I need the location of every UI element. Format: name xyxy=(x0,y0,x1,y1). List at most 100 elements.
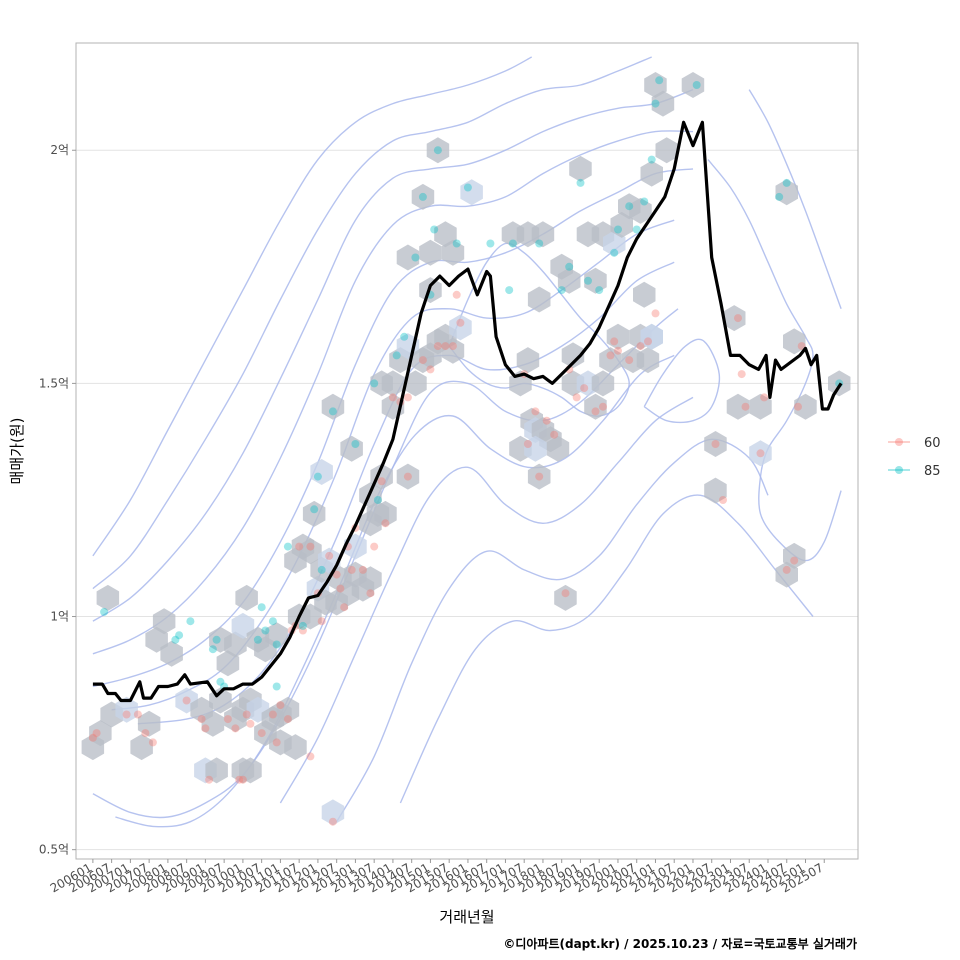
point-85-9 xyxy=(257,603,266,612)
point-85-8 xyxy=(253,635,262,644)
point-85-49 xyxy=(692,81,701,89)
point-85-2 xyxy=(175,631,184,640)
point-85-21 xyxy=(370,379,379,388)
point-60-75 xyxy=(737,370,746,379)
point-60-38 xyxy=(366,589,375,598)
hexbin-109 xyxy=(606,323,630,350)
hexbin-103 xyxy=(591,370,615,397)
hexbin-78 xyxy=(434,221,457,248)
hexbin-1 xyxy=(89,720,112,747)
point-85-38 xyxy=(576,178,585,187)
hexbin-118 xyxy=(644,72,667,98)
point-60-29 xyxy=(325,551,334,560)
hexbin-114 xyxy=(636,347,660,374)
point-85-34 xyxy=(508,239,517,248)
hexbin-119 xyxy=(651,90,675,117)
hexbin-91 xyxy=(554,584,577,611)
point-60-13 xyxy=(238,775,247,784)
hexbin-127 xyxy=(726,393,750,420)
point-60-1 xyxy=(92,729,101,738)
hexbin-130 xyxy=(775,561,798,588)
point-85-13 xyxy=(272,682,281,691)
point-60-33 xyxy=(340,603,349,612)
hexbin-117 xyxy=(640,160,663,187)
hexbin-132 xyxy=(783,328,806,355)
point-85-25 xyxy=(411,253,420,262)
point-85-17 xyxy=(313,472,322,481)
point-85-36 xyxy=(557,286,566,295)
plot-panel-border xyxy=(75,42,859,860)
hexbin-35 xyxy=(235,584,258,611)
point-85-19 xyxy=(328,407,337,416)
y-tick-label-0: 0.5억 xyxy=(39,843,69,857)
hexbin-110 xyxy=(610,211,633,238)
density-contour-1 xyxy=(92,56,652,590)
point-85-29 xyxy=(433,146,442,155)
hexbin-59 xyxy=(310,459,333,485)
point-60-15 xyxy=(246,719,255,728)
point-85-45 xyxy=(640,197,649,206)
point-60-62 xyxy=(580,384,589,393)
point-60-74 xyxy=(734,314,742,323)
density-contour-9 xyxy=(279,396,694,804)
point-60-57 xyxy=(542,416,551,425)
hexbin-124 xyxy=(704,431,727,457)
point-60-20 xyxy=(283,715,292,724)
hexbin-73 xyxy=(449,314,472,341)
point-85-14 xyxy=(283,542,292,551)
point-60-58 xyxy=(550,430,559,439)
point-60-32 xyxy=(336,584,345,593)
hexbin-86 xyxy=(527,463,551,490)
point-60-11 xyxy=(231,724,240,733)
density-contour-15 xyxy=(643,338,721,424)
hexbin-137 xyxy=(561,342,585,369)
point-85-12 xyxy=(272,640,281,649)
point-85-42 xyxy=(614,225,622,234)
point-60-9 xyxy=(205,775,214,784)
point-60-52 xyxy=(456,318,465,327)
point-85-4 xyxy=(208,645,217,654)
hexbin-21 xyxy=(276,696,300,723)
point-60-17 xyxy=(268,710,277,719)
point-60-69 xyxy=(636,342,645,351)
trend-line-layer xyxy=(92,120,843,703)
point-60-46 xyxy=(418,356,427,365)
hexbin-99 xyxy=(569,155,592,182)
hexbin-128 xyxy=(749,393,772,420)
point-85-47 xyxy=(651,99,660,108)
density-contour-11 xyxy=(399,494,814,804)
hexbin-90 xyxy=(546,435,570,462)
point-60-41 xyxy=(381,519,390,528)
point-85-50 xyxy=(775,192,784,201)
hexbin-25 xyxy=(205,757,228,784)
point-60-71 xyxy=(651,309,660,318)
point-85-39 xyxy=(584,276,592,285)
point-60-66 xyxy=(610,337,619,346)
hexbin-40 xyxy=(302,500,326,527)
point-60-0 xyxy=(88,733,97,742)
point-85-18 xyxy=(317,565,326,574)
point-60-28 xyxy=(317,617,326,626)
scatter-points xyxy=(88,76,844,826)
point-60-61 xyxy=(572,393,581,402)
hexbin-34 xyxy=(265,622,288,649)
hexbin-12 xyxy=(201,710,225,737)
point-60-63 xyxy=(591,407,600,416)
hexbin-9 xyxy=(160,640,183,667)
hexbin-80 xyxy=(460,179,483,206)
hexbin-76 xyxy=(419,239,442,266)
hexbin-107 xyxy=(584,267,607,294)
point-60-72 xyxy=(711,440,720,448)
point-60-48 xyxy=(433,342,442,351)
point-85-33 xyxy=(505,286,514,295)
hexbin-83 xyxy=(516,347,540,374)
point-60-16 xyxy=(257,729,266,738)
hexbin-74 xyxy=(396,244,420,271)
point-60-76 xyxy=(741,402,750,411)
point-60-8 xyxy=(201,724,210,733)
point-85-31 xyxy=(463,183,472,192)
point-60-55 xyxy=(531,407,540,416)
point-60-18 xyxy=(272,738,281,747)
point-60-67 xyxy=(614,346,622,355)
point-60-40 xyxy=(377,477,386,486)
